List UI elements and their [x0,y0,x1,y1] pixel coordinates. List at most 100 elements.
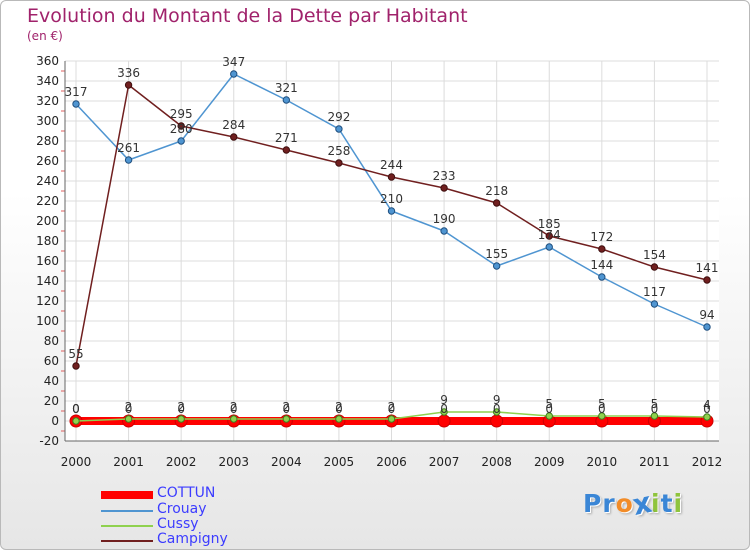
data-point-cussy [440,408,448,416]
data-label-campigny: 55 [68,347,83,361]
axes: -200204060801001201401601802002202402602… [36,54,722,469]
logo-letter: r [602,489,616,518]
data-point-campigny [72,362,80,370]
y-tick-label: -20 [39,434,59,448]
x-tick-label: 2002 [166,455,197,469]
data-label-cottun: 0 [493,402,501,416]
data-point-cussy [124,415,133,423]
data-point-cussy [387,415,396,423]
data-label-campigny: 284 [222,118,245,132]
x-tick-label: 2006 [376,455,407,469]
legend-swatch [101,525,153,527]
data-point-crouay [282,96,291,104]
x-tick-label: 2009 [534,455,565,469]
data-point-crouay [335,125,343,133]
data-point-campigny [387,173,396,181]
data-point-campigny [492,199,501,207]
data-point-campigny [598,245,606,253]
data-label-crouay: 94 [699,308,714,322]
y-tick-label: 100 [36,314,59,328]
data-label-campigny: 336 [117,66,140,80]
x-tick-label: 2012 [692,455,723,469]
data-point-cussy [335,415,343,423]
data-label-cussy: 2 [335,400,343,414]
y-tick-label: 160 [36,254,59,268]
legend-label: COTTUN [157,485,216,501]
data-label-campigny: 295 [170,107,193,121]
data-point-crouay [230,70,238,78]
data-label-cussy: 2 [283,400,291,414]
data-label-cussy: 0 [72,402,80,416]
data-label-cottun: 0 [177,402,185,416]
data-label-cussy: 9 [493,393,501,407]
chart-subtitle: (en €) [27,29,63,43]
data-point-crouay [492,262,501,270]
data-label-cottun: 0 [651,402,659,416]
x-tick-label: 2003 [218,455,249,469]
x-tick-label: 2011 [639,455,670,469]
data-label-campigny: 141 [696,261,719,275]
data-point-crouay [72,100,80,108]
data-point-campigny [282,146,291,154]
data-labels: 0 0 0 0 0 0 0 0 0 0 0 0 0317261280347321292210190155… [65,55,719,416]
chart-title: Evolution du Montant de la Dette par Hab… [27,5,468,27]
legend-label: Crouay [157,501,207,517]
proxiti-logo: Proxiti [583,485,684,522]
logo-letter: P [583,489,603,518]
x-tick-label: 2000 [61,455,92,469]
logo-letter: i [651,489,661,518]
data-label-cussy: 9 [440,393,448,407]
data-label-campigny: 172 [590,230,613,244]
grid [65,60,719,442]
data-point-crouay [545,243,553,251]
logo-letter: o [615,489,634,518]
data-label-campigny: 218 [485,184,508,198]
data-label-crouay: 321 [275,81,298,95]
data-label-cottun: 0 [335,402,343,416]
legend-label: Cussy [157,516,199,532]
x-tick-label: 2007 [429,455,460,469]
data-label-crouay: 144 [590,258,613,272]
data-label-crouay: 317 [65,85,88,99]
y-tick-label: 240 [36,174,59,188]
legend-swatch [101,491,153,499]
data-label-cottun: 0 [545,402,553,416]
data-label-campigny: 185 [538,217,561,231]
data-point-campigny [440,184,448,192]
x-tick-label: 2010 [587,455,618,469]
data-point-cussy [703,413,711,421]
data-point-cussy [72,417,80,425]
data-label-crouay: 190 [433,212,456,226]
data-point-campigny [335,159,343,167]
y-tick-label: 40 [44,374,59,388]
data-label-cottun: 0 [440,402,448,416]
data-point-campigny [545,232,553,240]
data-point-crouay [440,227,448,235]
logo-letter: i [673,489,684,518]
data-label-cussy: 2 [125,400,133,414]
x-tick-label: 2008 [481,455,512,469]
data-label-cussy: 2 [230,400,238,414]
data-label-crouay: 210 [380,192,403,206]
data-label-cottun: 0 [703,402,711,416]
data-label-campigny: 271 [275,131,298,145]
data-point-cussy [598,412,606,420]
data-point-cottun [437,414,451,428]
y-tick-label: 260 [36,154,59,168]
data-label-crouay: 280 [170,122,193,136]
data-label-crouay: 117 [643,285,666,299]
legend-swatch [101,540,153,542]
data-label-cussy: 2 [388,400,396,414]
data-label-crouay: 347 [222,55,245,69]
data-label-campigny: 154 [643,248,666,262]
y-tick-label: 200 [36,214,59,228]
legend-label: Campigny [157,531,228,547]
data-point-cussy [650,412,659,420]
y-tick-label: 140 [36,274,59,288]
data-point-crouay [177,137,185,145]
data-point-cussy [282,415,291,423]
data-point-campigny [124,81,133,89]
data-label-cussy: 5 [651,397,659,411]
